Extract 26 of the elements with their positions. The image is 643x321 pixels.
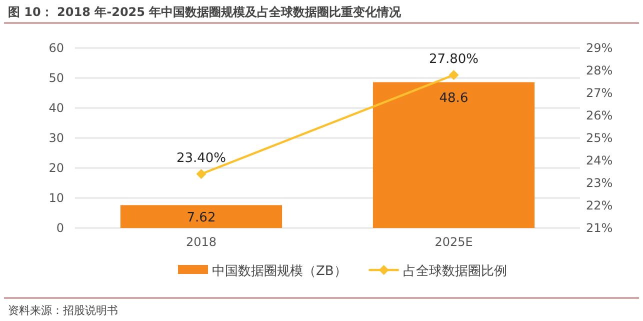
data-label: 23.40% — [176, 151, 226, 166]
y2-tick-label: 22% — [586, 198, 613, 212]
y-tick-label: 20 — [48, 161, 64, 175]
data-label: 7.62 — [186, 210, 216, 226]
y-tick-label: 60 — [48, 41, 64, 55]
legend-label: 占全球数据圈比例 — [402, 264, 507, 279]
legend-label: 中国数据圈规模（ZB） — [212, 264, 347, 279]
y2-tick-label: 23% — [586, 176, 613, 190]
y2-tick-label: 29% — [586, 41, 613, 55]
x-tick-label: 2025E — [434, 235, 473, 249]
data-label: 48.6 — [439, 91, 468, 106]
y-tick-label: 50 — [48, 71, 64, 85]
y2-tick-label: 25% — [586, 131, 613, 145]
y-tick-label: 30 — [48, 131, 64, 145]
y2-tick-label: 28% — [586, 64, 613, 78]
y2-tick-label: 24% — [586, 154, 613, 168]
text: 资料来源：招股说明书 — [8, 304, 118, 317]
y-tick-label: 10 — [48, 191, 64, 205]
y-tick-label: 0 — [56, 221, 64, 235]
y-tick-label: 40 — [48, 101, 64, 115]
x-tick-label: 2018 — [186, 235, 217, 249]
y2-tick-label: 21% — [586, 221, 613, 235]
chart-title: 图 10： 2018 年-2025 年中国数据圈规模及占全球数据圈比重变化情况 — [8, 5, 402, 19]
data-label: 27.80% — [428, 52, 479, 67]
y2-tick-label: 26% — [586, 108, 613, 122]
y2-tick-label: 27% — [586, 86, 613, 100]
